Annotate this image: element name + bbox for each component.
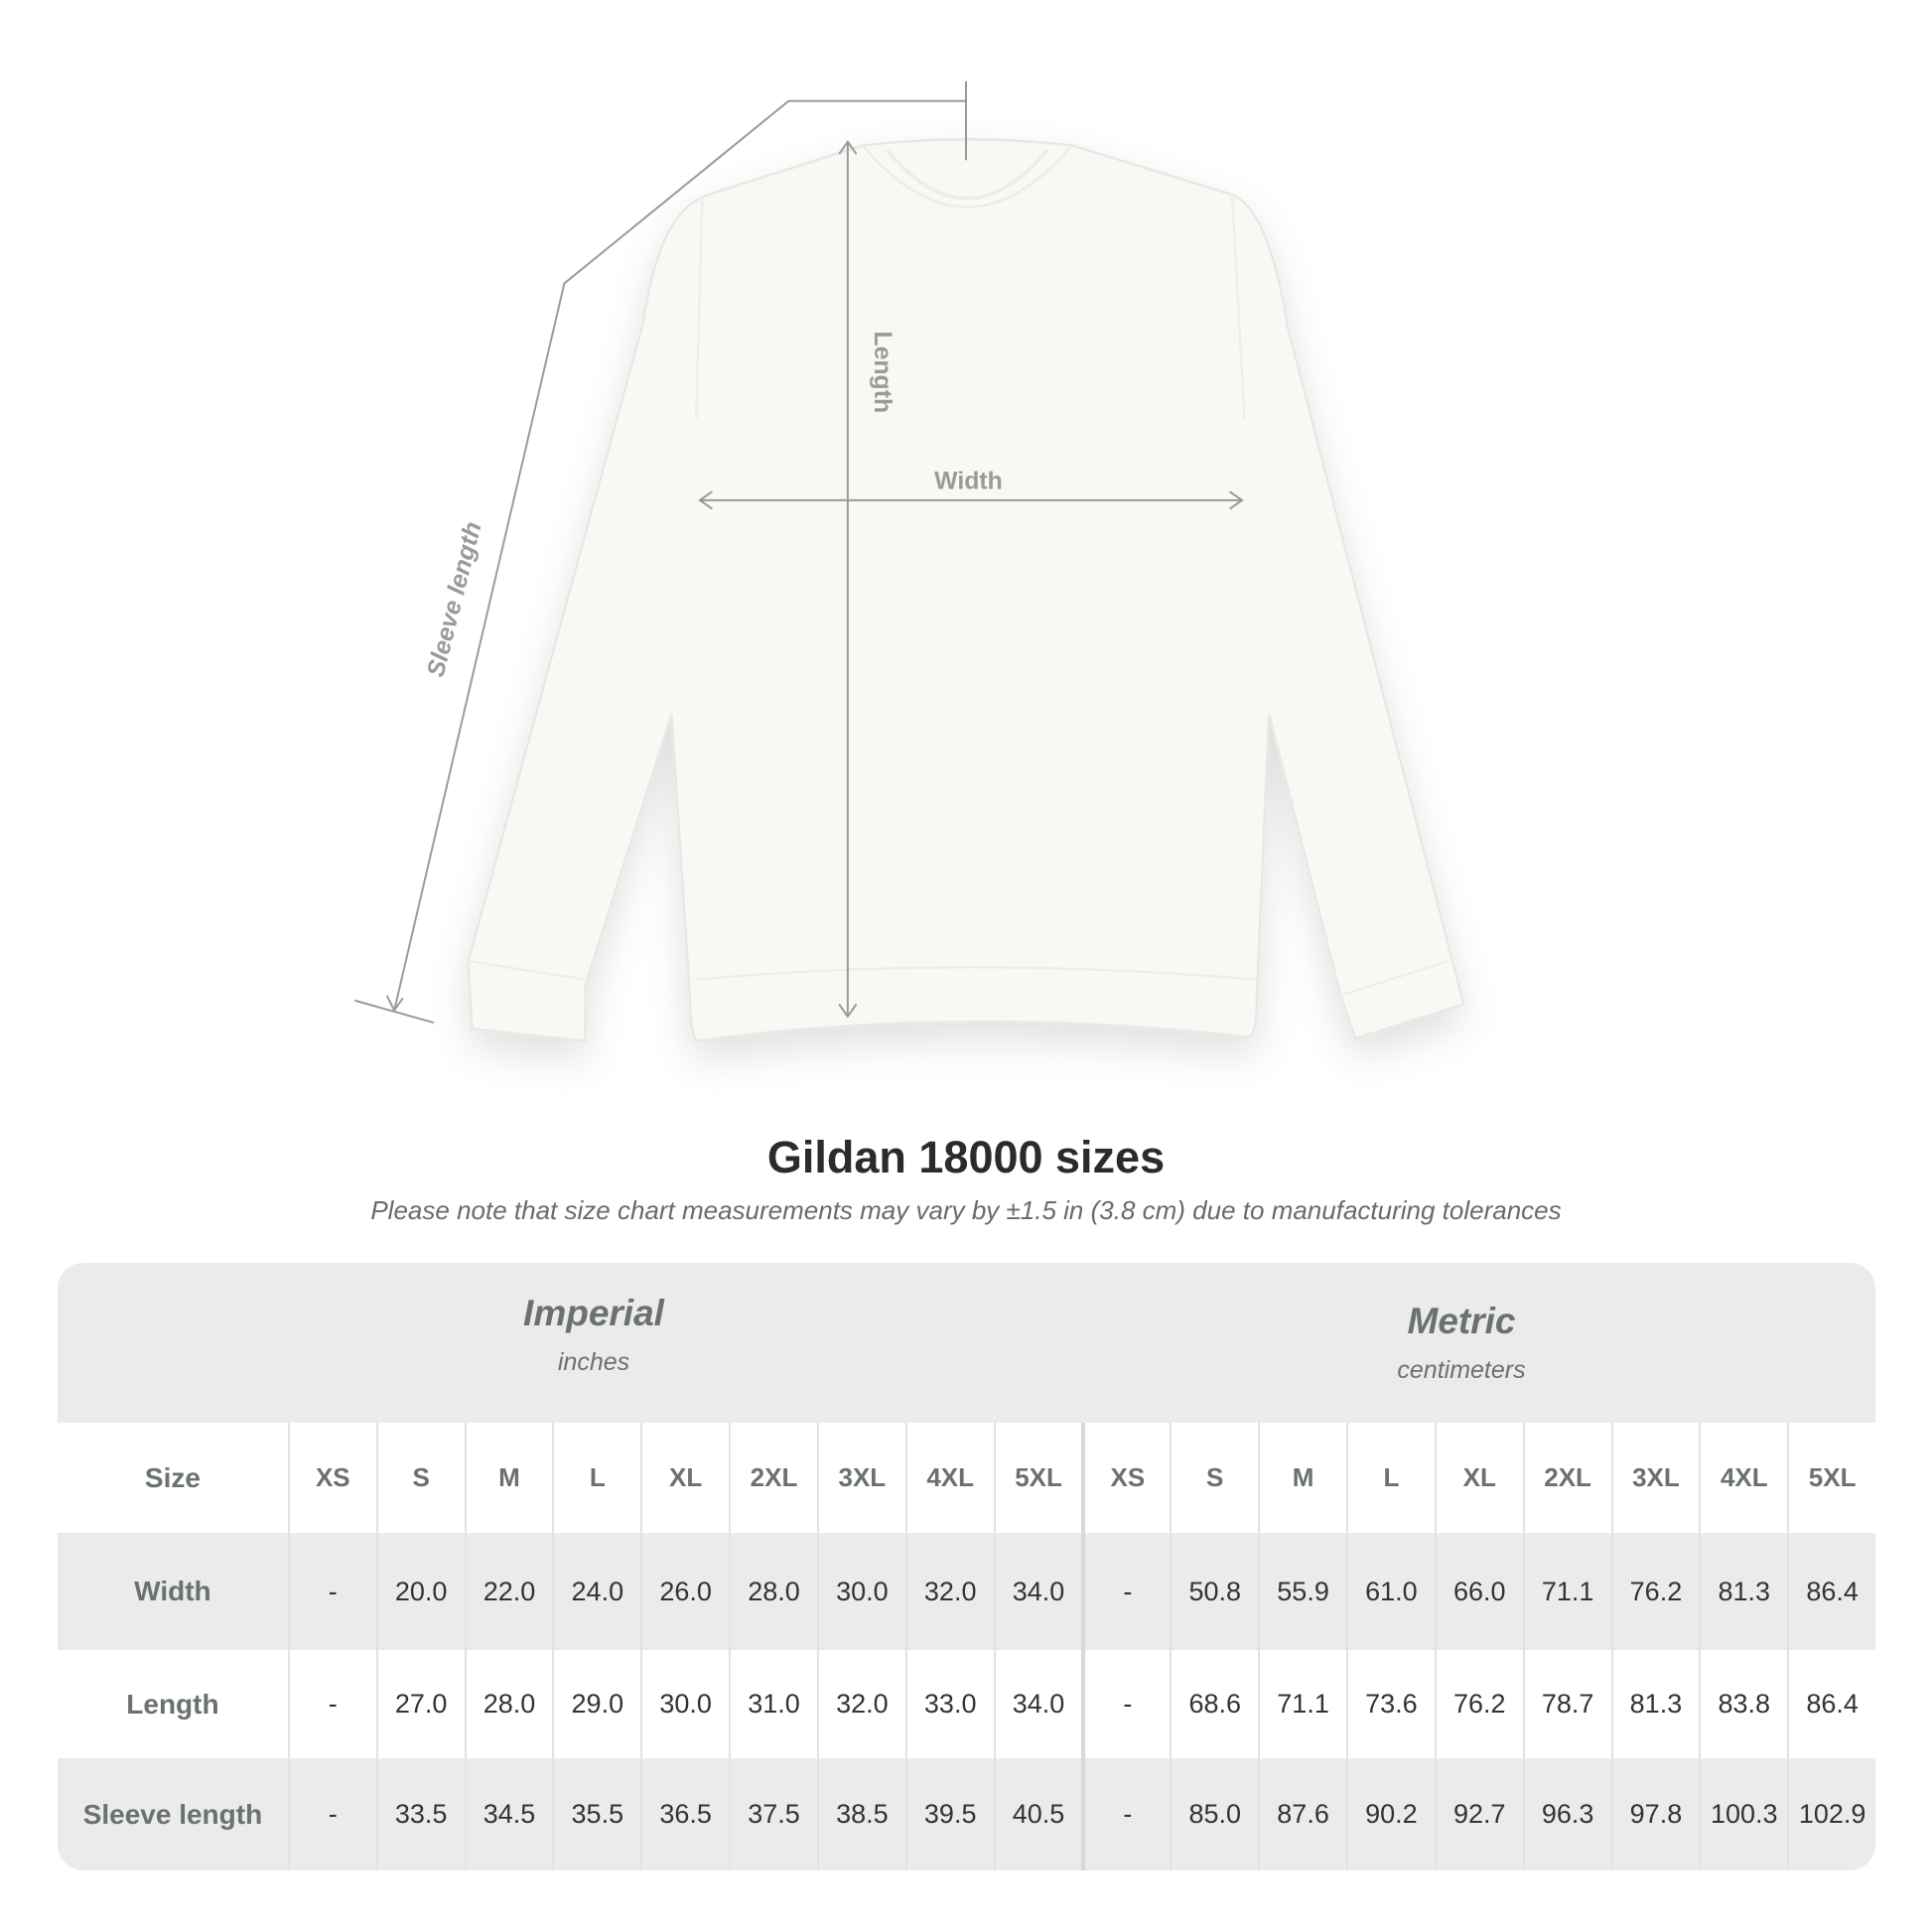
table-cell: 76.2 [1434,1650,1523,1758]
table-cell: 86.4 [1787,1650,1875,1758]
metric-unit: centimeters [1397,1356,1526,1384]
table-row: Width -20.0 22.0 24.0 26.0 28.0 30.0 32.0 34.0-5… [58,1533,1875,1650]
size-header-cell: 5XL [993,1423,1082,1533]
table-cell: 81.3 [1699,1533,1787,1650]
row-label: Size [144,1461,201,1493]
table-cell: 81.3 [1610,1650,1700,1758]
table-cell: 76.2 [1610,1533,1700,1650]
table-row: Length -27.0 28.0 29.0 30.0 31.0 32.0 33.0 34.0-… [58,1650,1875,1758]
table-cell: 28.0 [729,1533,817,1650]
table-cell: 38.5 [816,1758,905,1870]
table-cell: 78.7 [1522,1650,1611,1758]
tolerance-note: Please note that size chart measurements… [370,1195,1562,1225]
imperial-unit: inches [557,1348,630,1376]
table-cell: - [287,1533,376,1650]
table-cell: 97.8 [1610,1758,1700,1870]
table-cell: 100.3 [1699,1758,1787,1870]
table-cell: 34.0 [993,1533,1082,1650]
size-header-cell: 3XL [1610,1423,1700,1533]
width-label: Width [934,469,1003,495]
table-cell: 87.6 [1258,1758,1346,1870]
table-cell: 28.0 [464,1650,553,1758]
table-cell: 68.6 [1170,1650,1258,1758]
metric-title: Metric [1407,1301,1516,1341]
table-cell: 27.0 [375,1650,465,1758]
size-header-cell: 4XL [904,1423,994,1533]
table-cell: 33.5 [375,1758,465,1870]
size-header-cell: S [375,1423,465,1533]
table-cell: 20.0 [375,1533,465,1650]
table-cell: 34.0 [993,1650,1082,1758]
table-cell: 71.1 [1522,1533,1611,1650]
size-header-cell: 2XL [1522,1423,1611,1533]
sweatshirt-image [467,138,1465,1043]
imperial-title: Imperial [523,1293,664,1333]
size-header-cell: 4XL [1699,1423,1787,1533]
table-cell: 33.0 [904,1650,994,1758]
imperial-header: Imperial inches [296,1293,892,1377]
table-cell: 40.5 [993,1758,1082,1870]
size-header-cell: XL [640,1423,729,1533]
table-cell: - [1081,1650,1170,1758]
table-cell: 32.0 [816,1650,905,1758]
size-header-row: Size XS S M L XL 2XL 3XL 4XL 5XL XS S M L XL 2XL 3XL 4XL 5… [58,1423,1875,1533]
table-cell: 83.8 [1699,1650,1787,1758]
table-cell: 24.0 [552,1533,640,1650]
table-cell: 86.4 [1787,1533,1875,1650]
table-cell: 102.9 [1787,1758,1875,1870]
table-cell: 85.0 [1170,1758,1258,1870]
size-header-cell: XS [1081,1423,1170,1533]
size-header-cell: 2XL [729,1423,817,1533]
size-header-cell: L [552,1423,640,1533]
measurement-lines [354,80,1244,1025]
table-cell: 92.7 [1434,1758,1523,1870]
table-cell: 90.2 [1345,1758,1435,1870]
table-cell: 73.6 [1345,1650,1435,1758]
size-header-cell: XL [1434,1423,1523,1533]
table-cell: 22.0 [464,1533,553,1650]
table-cell: - [287,1758,376,1870]
length-label: Length [869,331,896,413]
table-cell: 30.0 [816,1533,905,1650]
table-cell: 61.0 [1345,1533,1435,1650]
table-cell: - [1081,1533,1170,1650]
table-cell: 50.8 [1170,1533,1258,1650]
table-cell: - [287,1650,376,1758]
table-cell: 26.0 [640,1533,729,1650]
size-header-cell: M [464,1423,553,1533]
table-cell: 96.3 [1522,1758,1611,1870]
size-header-cell: XS [287,1423,376,1533]
table-cell: 34.5 [464,1758,553,1870]
table-cell: 35.5 [552,1758,640,1870]
size-header-cell: M [1258,1423,1346,1533]
row-label: Sleeve length [82,1798,263,1830]
row-label: Length [126,1688,219,1720]
table-cell: 66.0 [1434,1533,1523,1650]
table-cell: 29.0 [552,1650,640,1758]
size-table: Imperial inches Metric centimeters Size X… [58,1263,1875,1870]
page-title: Gildan 18000 sizes [766,1132,1166,1182]
table-cell: 55.9 [1258,1533,1346,1650]
table-cell: 30.0 [640,1650,729,1758]
size-header-cell: 5XL [1787,1423,1875,1533]
table-cell: 32.0 [904,1533,994,1650]
size-header-cell: 3XL [816,1423,905,1533]
size-header-cell: L [1345,1423,1435,1533]
table-cell: 39.5 [904,1758,994,1870]
row-label: Width [134,1576,211,1606]
table-cell: 37.5 [729,1758,817,1870]
table-cell: - [1081,1758,1170,1870]
sleeve-line [393,99,966,1011]
metric-header: Metric centimeters [1164,1301,1759,1385]
table-cell: 31.0 [729,1650,817,1758]
size-header-cell: S [1170,1423,1258,1533]
table-cell: 36.5 [640,1758,729,1870]
table-row: Sleeve length -33.5 34.5 35.5 36.5 37.5 38.5 39… [58,1758,1875,1870]
table-cell: 71.1 [1258,1650,1346,1758]
